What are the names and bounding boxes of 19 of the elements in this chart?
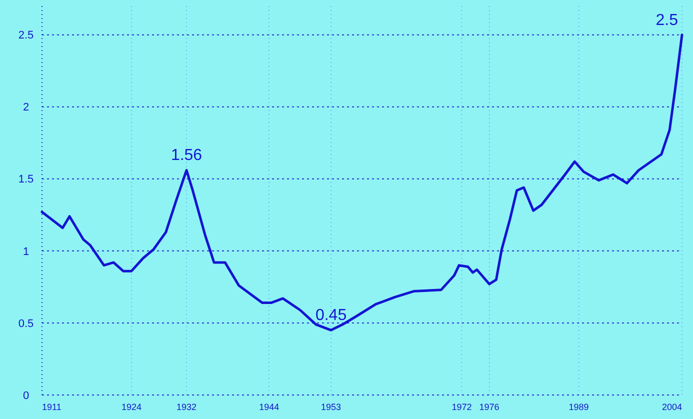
y-tick-label: 0.5 <box>18 318 34 330</box>
y-tick-label: 0 <box>22 390 30 402</box>
x-tick-label: 1976 <box>479 402 500 412</box>
y-tick-label: 2.5 <box>18 30 34 42</box>
x-tick-label: 1911 <box>42 402 62 412</box>
y-tick-label: 1.5 <box>18 174 34 186</box>
x-tick-label: 1924 <box>121 402 142 412</box>
x-tick-label: 1932 <box>176 402 197 412</box>
annotation: 2.5 <box>656 12 678 29</box>
annotation: 1.56 <box>170 147 202 164</box>
y-tick-label: 2 <box>22 102 30 114</box>
x-tick-label: 1953 <box>321 402 342 412</box>
line-series <box>40 34 684 332</box>
x-tick-label: 1944 <box>259 402 280 412</box>
x-tick-label: 2004 <box>662 402 682 412</box>
y-tick-label: 1 <box>22 246 30 258</box>
annotation: 0.45 <box>315 307 347 324</box>
x-tick-label: 1989 <box>568 402 589 412</box>
x-tick-label: 1972 <box>452 402 472 412</box>
